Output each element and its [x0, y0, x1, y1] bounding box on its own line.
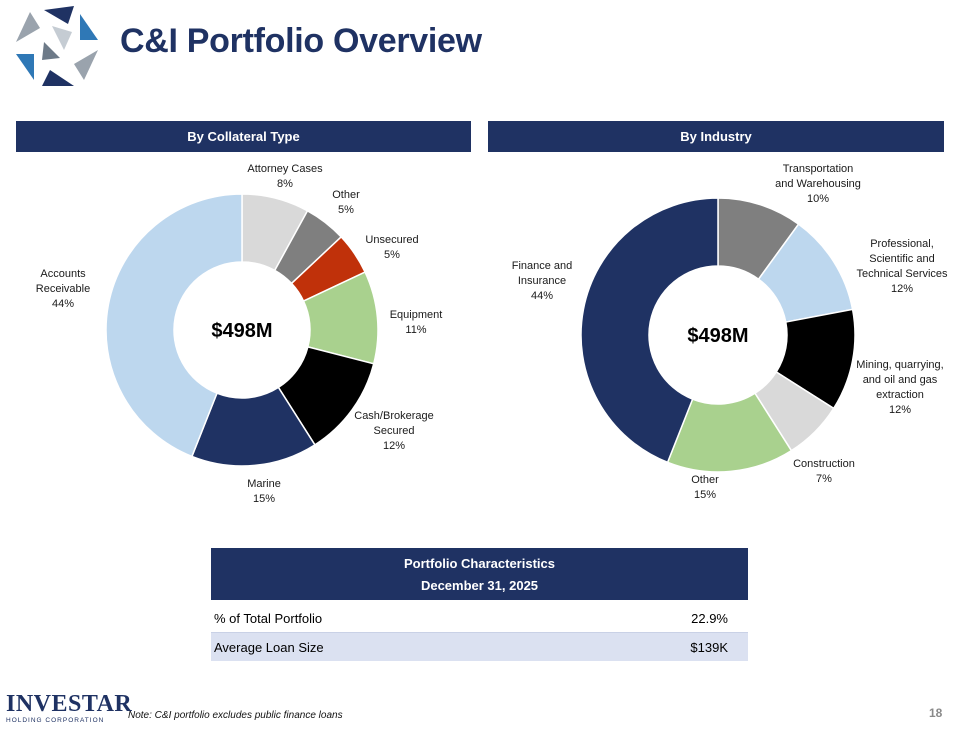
- portfolio-characteristics-table: Portfolio Characteristics December 31, 2…: [211, 548, 748, 661]
- brand-name: INVESTAR: [6, 691, 133, 717]
- slice-label-other: Other 15%: [691, 474, 719, 501]
- company-logo-icon: [16, 6, 98, 86]
- slice-label-other: Other 5%: [332, 189, 360, 216]
- center-label: $498M: [211, 320, 272, 342]
- slice-equipment: [302, 271, 379, 365]
- table-row: Average Loan Size $139K: [211, 633, 748, 661]
- page-number: 18: [929, 706, 943, 720]
- slice-other: [273, 209, 343, 285]
- slice-construction: [753, 370, 835, 452]
- slice-label-construction: Construction 7%: [793, 458, 855, 485]
- page-title: C&I Portfolio Overview: [120, 22, 482, 60]
- section-header-industry: By Industry: [488, 121, 944, 152]
- slice-label-finance-and-insurance: Finance and Insurance 44%: [512, 260, 573, 302]
- slice-unsecured: [290, 235, 367, 303]
- center-label: $498M: [687, 325, 748, 347]
- table-header: Portfolio Characteristics December 31, 2…: [211, 548, 748, 600]
- row-value: 22.9%: [691, 611, 728, 626]
- table-title: Portfolio Characteristics: [404, 555, 555, 571]
- brand-wordmark: INVESTAR HOLDING CORPORATION: [6, 691, 133, 724]
- slice-finance-and-insurance: [580, 197, 719, 464]
- slice-label-unsecured: Unsecured 5%: [365, 234, 418, 261]
- section-header-collateral: By Collateral Type: [16, 121, 471, 152]
- slice-professional-scientific-and-technical-services: [757, 223, 854, 323]
- table-row: % of Total Portfolio 22.9%: [211, 605, 748, 633]
- row-value: $139K: [690, 639, 728, 655]
- slice-accounts-receivable: [105, 193, 243, 458]
- slice-transportation-and-warehousing: [717, 197, 800, 281]
- slice-cash-brokerage-secured: [277, 345, 375, 446]
- slice-label-mining-quarrying-and-oil-and-gas-extraction: Mining, quarrying, and oil and gas extract…: [856, 359, 943, 416]
- brand-subtitle: HOLDING CORPORATION: [6, 717, 105, 724]
- footnote: Note: C&I portfolio excludes public fina…: [128, 710, 343, 721]
- slice-label-accounts-receivable: Accounts Receivable 44%: [36, 268, 90, 310]
- row-label: % of Total Portfolio: [214, 611, 323, 626]
- slice-label-attorney-cases: Attorney Cases 8%: [247, 163, 323, 190]
- slice-attorney-cases: [241, 193, 309, 272]
- table-date: December 31, 2025: [420, 577, 539, 593]
- slice-label-transportation-and-warehousing: Transportation and Warehousing 10%: [775, 163, 861, 205]
- slice-mining-quarrying-and-oil-and-gas-extraction: [775, 308, 856, 410]
- slice-label-marine: Marine 15%: [247, 478, 281, 505]
- slice-label-cash-brokerage-secured: Cash/Brokerage Secured 12%: [354, 410, 434, 452]
- slice-label-professional-scientific-and-technical-services: Professional, Scientific and Technical Ser…: [856, 238, 948, 295]
- slice-other: [666, 392, 793, 473]
- row-label: Average Loan Size: [214, 639, 324, 655]
- slice-marine: [190, 386, 316, 467]
- slice-label-equipment: Equipment 11%: [390, 309, 443, 336]
